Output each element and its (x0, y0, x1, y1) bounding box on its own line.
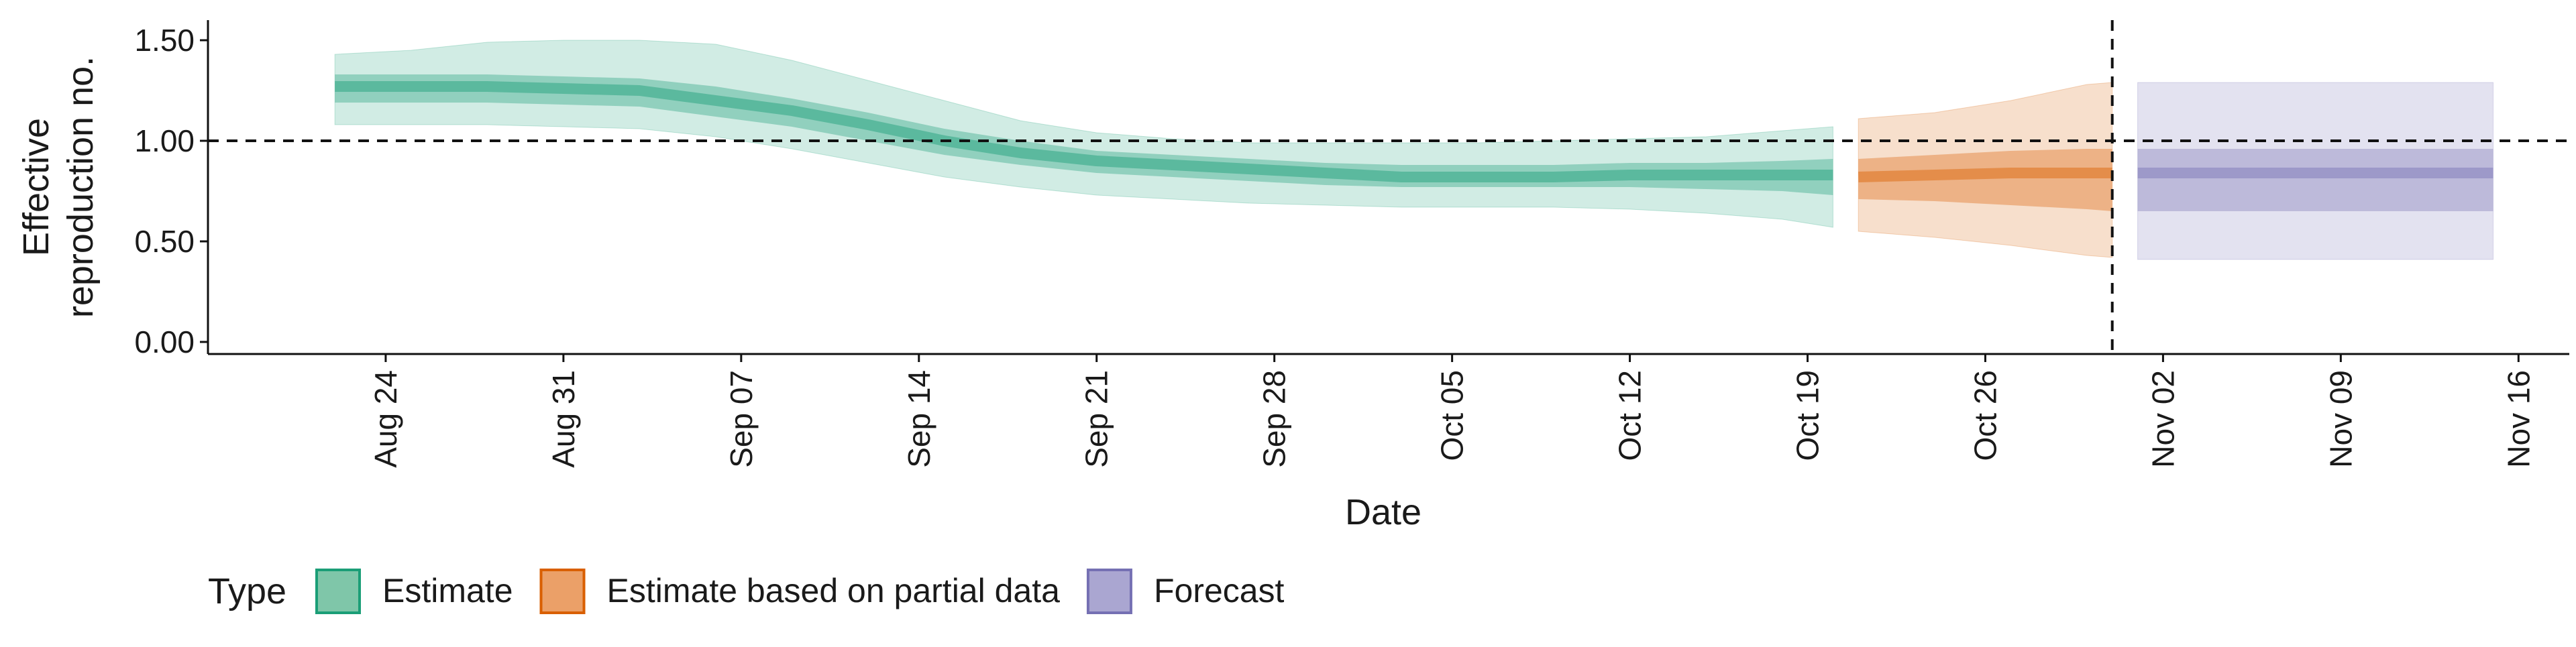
estimate-median-line (335, 81, 1833, 182)
y-tick-label: 1.00 (134, 123, 195, 158)
x-tick-label: Aug 31 (546, 370, 581, 468)
y-tick-label: 0.00 (134, 325, 195, 359)
y-axis-title-line: reproduction no. (60, 56, 101, 318)
median-lines (335, 81, 2493, 182)
y-axis-title-group: Effective reproduction no. (16, 56, 101, 318)
x-tick-label: Aug 24 (368, 370, 403, 468)
estimate-band-50 (335, 74, 1833, 195)
legend-label-forecast: Forecast (1154, 572, 1285, 609)
x-tick-label: Sep 21 (1079, 370, 1114, 468)
x-tick-label: Oct 19 (1790, 370, 1825, 461)
x-tick-label: Sep 28 (1257, 370, 1292, 468)
legend: Type Estimate Estimate based on partial da… (208, 569, 1285, 614)
x-tick-label: Sep 07 (724, 370, 759, 468)
x-tick-label: Oct 12 (1613, 370, 1648, 461)
legend-title: Type (208, 571, 286, 611)
estimate-band-90 (334, 40, 1833, 228)
forecast-band-50 (2137, 149, 2493, 211)
credible-bands (334, 40, 2493, 260)
legend-label-estimate: Estimate (382, 572, 513, 609)
legend-key-estimate-based-on-partial-data (539, 569, 586, 614)
y-tick-label: 0.50 (134, 224, 195, 259)
x-tick-label: Nov 16 (2501, 370, 2536, 468)
x-tick-label: Oct 05 (1435, 370, 1470, 461)
legend-key-estimate (315, 569, 361, 614)
forecast-band-90 (2137, 82, 2493, 260)
estimate-based-on-partial-data-median-line (1858, 168, 2112, 182)
legend-key-forecast (1086, 569, 1132, 614)
x-tick-label: Nov 02 (2145, 370, 2180, 468)
x-tick-label: Nov 09 (2323, 370, 2358, 468)
legend-label-estimate-based-on-partial-data: Estimate based on partial data (607, 572, 1061, 609)
y-axis-title-line: Effective (16, 118, 56, 256)
estimate-based-on-partial-data-band-90 (1858, 82, 2113, 258)
estimate-based-on-partial-data-band-50 (1858, 149, 2112, 211)
axes: 0.00 0.50 1.00 1.50 Aug 24 Aug 31 Sep 07 Sep 14… (134, 20, 2569, 468)
x-axis-title-group: Date (1345, 492, 1421, 532)
x-axis-title: Date (1345, 492, 1421, 532)
x-tick-label: Sep 14 (902, 370, 936, 468)
y-tick-label: 1.50 (134, 23, 195, 58)
x-tick-label: Oct 26 (1968, 370, 2002, 461)
